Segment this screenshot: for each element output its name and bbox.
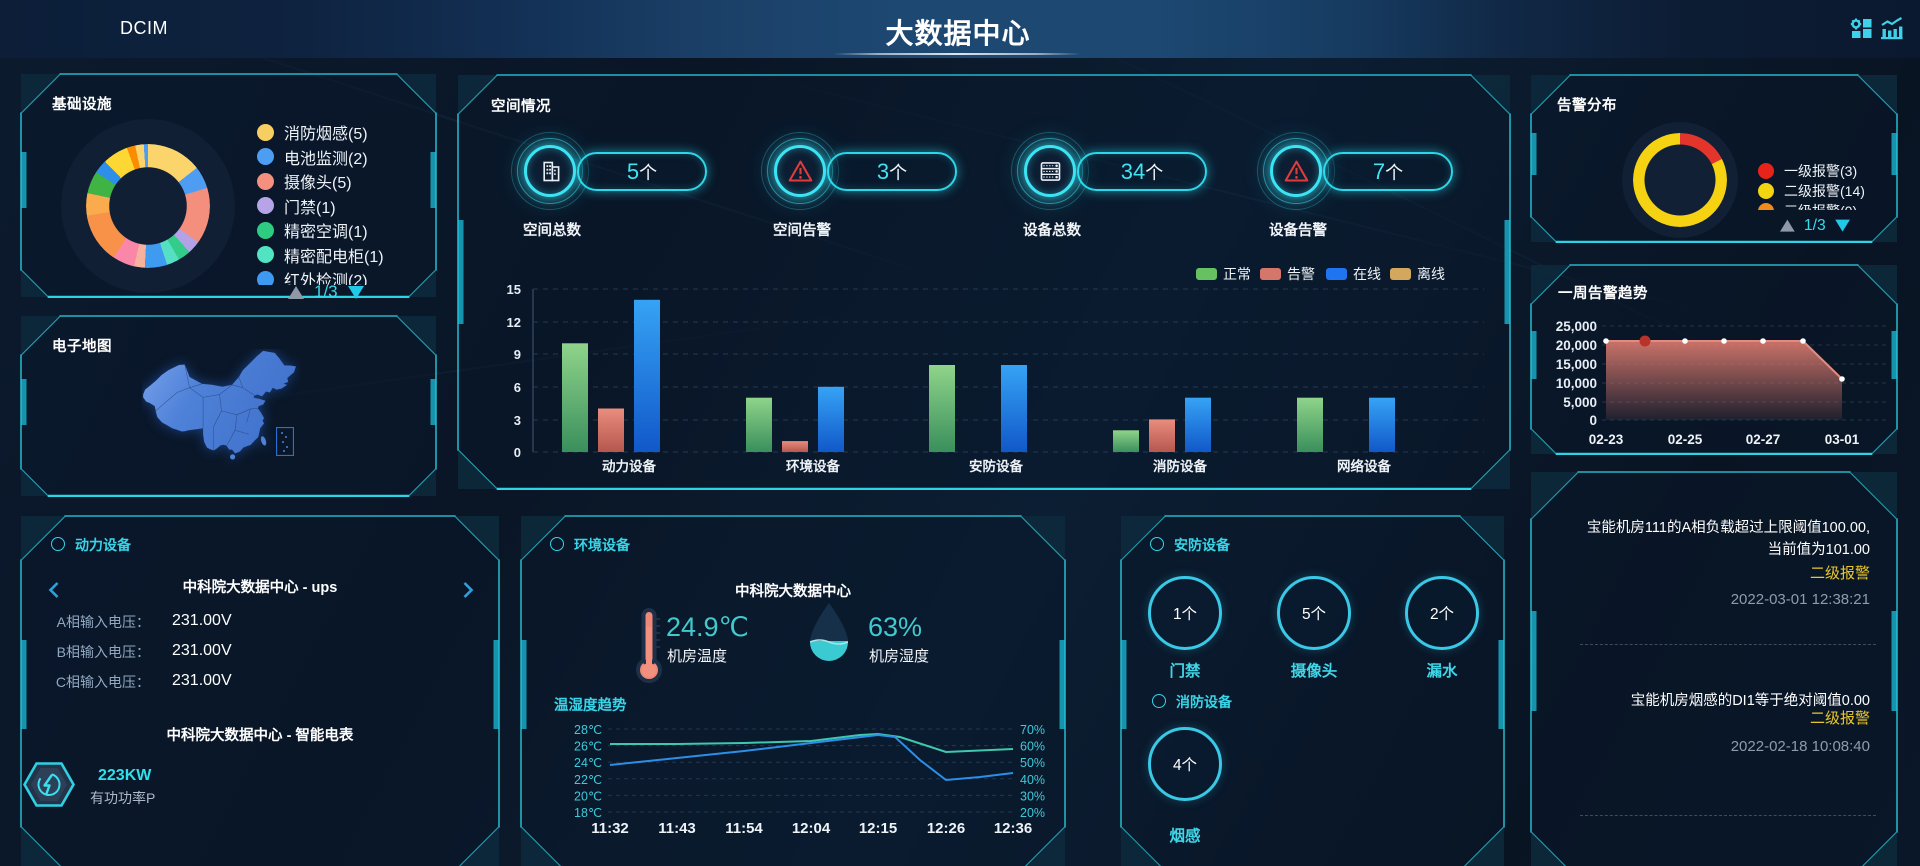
svg-text:22℃: 22℃: [574, 773, 602, 787]
svg-text:40%: 40%: [1020, 773, 1045, 787]
svg-text:动力设备: 动力设备: [602, 458, 656, 474]
svg-text:26℃: 26℃: [574, 740, 602, 754]
svg-text:30%: 30%: [1020, 789, 1045, 803]
svg-text:5,000: 5,000: [1563, 395, 1597, 410]
svg-text:11:32: 11:32: [591, 820, 629, 837]
svg-text:12: 12: [507, 315, 521, 330]
svg-text:0: 0: [514, 445, 521, 460]
svg-text:消防设备: 消防设备: [1153, 458, 1207, 474]
svg-text:0: 0: [1589, 413, 1597, 428]
svg-text:50%: 50%: [1020, 756, 1045, 770]
svg-text:12:26: 12:26: [927, 820, 965, 837]
svg-text:70%: 70%: [1020, 723, 1045, 737]
svg-text:60%: 60%: [1020, 740, 1045, 754]
svg-text:环境设备: 环境设备: [786, 458, 840, 474]
svg-text:24℃: 24℃: [574, 756, 602, 770]
svg-text:3: 3: [514, 413, 521, 428]
svg-text:离线: 离线: [1417, 266, 1445, 282]
svg-text:安防设备: 安防设备: [969, 458, 1023, 474]
svg-text:11:43: 11:43: [658, 820, 696, 837]
svg-text:12:36: 12:36: [994, 820, 1032, 837]
svg-text:03-01: 03-01: [1825, 432, 1860, 447]
svg-text:02-25: 02-25: [1668, 432, 1703, 447]
svg-text:10,000: 10,000: [1556, 376, 1597, 391]
svg-text:02-27: 02-27: [1746, 432, 1781, 447]
svg-text:正常: 正常: [1223, 266, 1251, 282]
svg-text:20,000: 20,000: [1556, 338, 1597, 353]
svg-text:12:15: 12:15: [859, 820, 897, 837]
svg-text:25,000: 25,000: [1556, 319, 1597, 334]
svg-text:18℃: 18℃: [574, 806, 602, 820]
svg-text:15: 15: [507, 282, 521, 297]
svg-text:20℃: 20℃: [574, 789, 602, 803]
svg-text:20%: 20%: [1020, 806, 1045, 820]
svg-text:9: 9: [514, 347, 521, 362]
svg-text:28℃: 28℃: [574, 723, 602, 737]
svg-text:6: 6: [514, 380, 521, 395]
svg-text:11:54: 11:54: [725, 820, 763, 837]
svg-text:12:04: 12:04: [792, 820, 831, 837]
svg-text:网络设备: 网络设备: [1337, 458, 1391, 474]
svg-text:15,000: 15,000: [1556, 357, 1597, 372]
svg-text:告警: 告警: [1287, 266, 1315, 282]
svg-text:02-23: 02-23: [1589, 432, 1624, 447]
svg-text:在线: 在线: [1353, 266, 1381, 282]
